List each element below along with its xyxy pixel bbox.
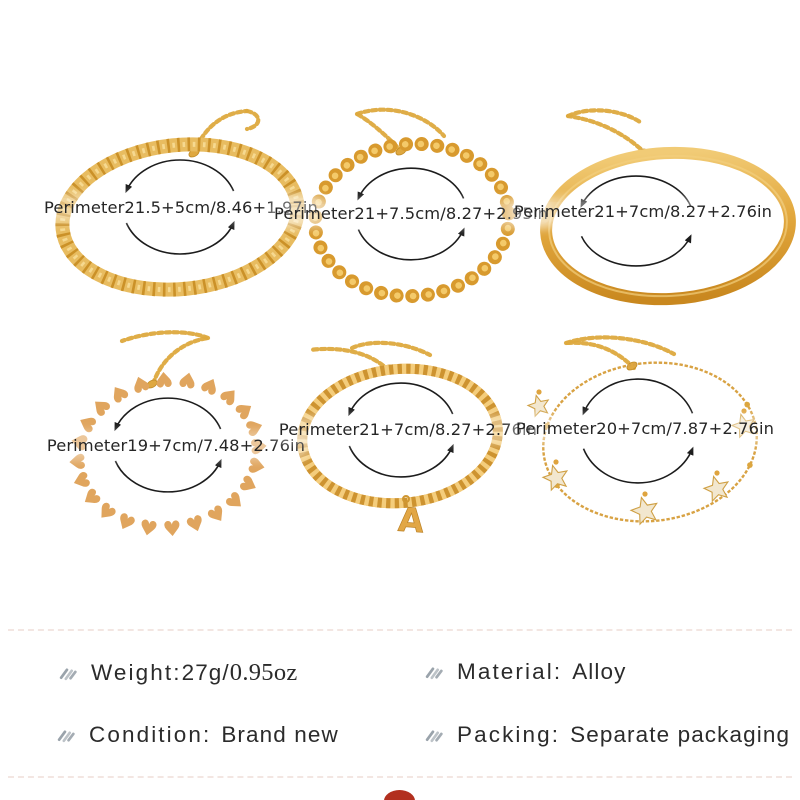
spec-condition: Condition: Brand new — [56, 722, 339, 748]
lobster-clasp — [146, 379, 158, 389]
star-charm — [730, 413, 756, 439]
bracelet-3 — [540, 108, 796, 306]
perimeter-label-6: Perimeter20+7cm/7.87+2.76in — [513, 418, 777, 440]
spec-weight: Weight: 27g/0.95oz — [58, 659, 298, 687]
star-charm — [541, 464, 569, 492]
extension-chain — [563, 340, 637, 371]
star-charm — [702, 475, 730, 503]
spec-packing: Packing: Separate packaging — [424, 722, 790, 748]
stripes-bullet-icon — [57, 729, 75, 742]
spec-packing-label: Packing: — [457, 722, 561, 747]
divider-line-bottom — [8, 776, 792, 778]
spec-material: Material: Alloy — [424, 659, 626, 685]
charm-bead — [553, 459, 559, 465]
perimeter-label-1: Perimeter21.5+5cm/8.46+1.97in — [42, 197, 320, 219]
spec-weight-value: 27g/ — [181, 660, 230, 685]
stripes-bullet-icon — [59, 667, 77, 680]
extension-chain — [565, 113, 649, 157]
pendant-bail — [402, 495, 410, 503]
heart-link: ♥ — [65, 430, 92, 453]
divider-line-top — [8, 629, 792, 631]
spec-condition-label: Condition: — [89, 722, 212, 747]
heart-link: ♥ — [154, 366, 174, 391]
rotation-arrows — [580, 175, 692, 267]
bracelet-5: A — [297, 340, 503, 541]
rotation-arrows — [125, 159, 235, 255]
stripes-bullet-icon — [425, 666, 443, 679]
stripes-bullet-icon — [425, 729, 443, 742]
extension-chain — [563, 335, 677, 357]
spec-material-label: Material: — [457, 659, 563, 684]
charm-bead — [642, 491, 648, 497]
heart-link: ♥ — [247, 436, 272, 456]
heart-link: ♥ — [244, 455, 271, 478]
heart-link: ♥ — [162, 516, 182, 541]
perimeter-label-2: Perimeter21+7.5cm/8.27+2.95in — [272, 203, 550, 225]
spec-weight-label: Weight: — [91, 660, 182, 685]
extension-chain — [354, 107, 447, 139]
spec-weight-value-oz: 0.95oz — [229, 659, 298, 686]
spec-condition-value: Brand new — [221, 722, 339, 747]
extension-chain — [565, 108, 643, 125]
bracelet-6 — [526, 335, 758, 526]
heart-link: ♥ — [64, 451, 89, 471]
rotation-arrows — [582, 378, 694, 484]
spec-packing-value: Separate packaging — [570, 722, 791, 747]
heart-link: ♥ — [176, 366, 199, 393]
extension-chain — [150, 335, 211, 387]
star-charm — [526, 394, 550, 418]
perimeter-label-4: Perimeter19+7cm/7.48+2.76in — [44, 435, 308, 457]
charm-bead — [714, 470, 720, 476]
letter-a-pendant: A — [397, 500, 426, 541]
rotation-arrows — [348, 382, 454, 478]
bracelet-1 — [55, 108, 305, 297]
extension-chain — [244, 108, 261, 132]
red-accent-shape — [384, 790, 415, 800]
star-charm — [629, 496, 658, 526]
heart-link: ♥ — [137, 515, 160, 542]
spec-material-value: Alloy — [572, 659, 627, 684]
perimeter-label-5: Perimeter21+7cm/8.27+2.76in — [276, 419, 540, 441]
rotation-arrows — [114, 397, 222, 493]
charm-bead — [536, 389, 542, 395]
extension-chain — [119, 330, 211, 344]
perimeter-label-3: Perimeter21+7cm/8.27+2.76in — [511, 201, 775, 223]
bracelet-2 — [308, 107, 516, 304]
charm-bead — [741, 408, 747, 414]
extension-chain — [349, 340, 433, 358]
rotation-arrows — [357, 167, 465, 261]
